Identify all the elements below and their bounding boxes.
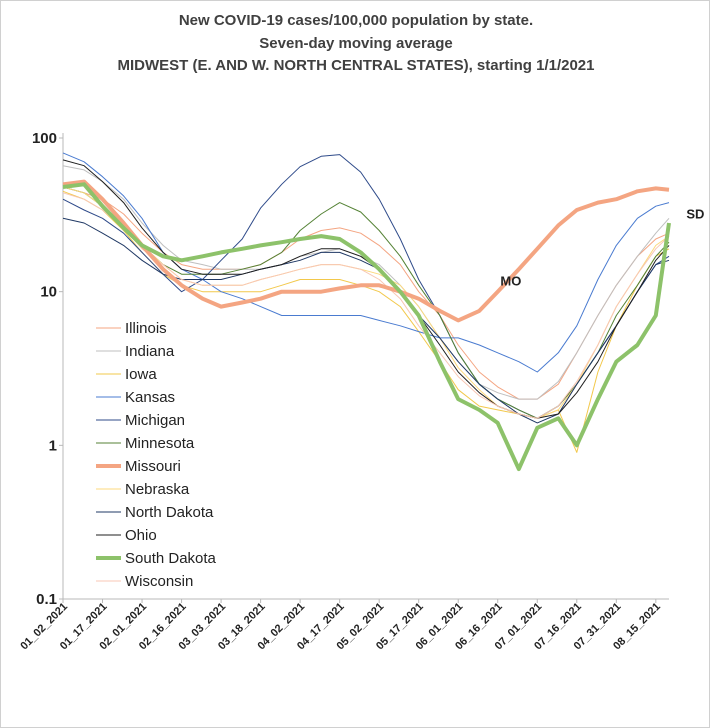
y-tick-label: 100 bbox=[32, 130, 57, 147]
title-line-3: MIDWEST (E. AND W. NORTH CENTRAL STATES)… bbox=[118, 57, 595, 74]
legend-label: Michigan bbox=[125, 412, 185, 429]
title-line-1: New COVID-19 cases/100,000 population by… bbox=[179, 12, 533, 29]
legend-label: Indiana bbox=[125, 343, 175, 360]
series-layer bbox=[62, 152, 671, 472]
legend-label: Missouri bbox=[125, 458, 181, 475]
legend-label: Ohio bbox=[125, 527, 157, 544]
series-line-iowa bbox=[62, 190, 670, 453]
annotation-label: MO bbox=[500, 273, 521, 288]
series-line-north-dakota bbox=[62, 217, 670, 424]
legend-label: Kansas bbox=[125, 389, 175, 406]
legend-label: North Dakota bbox=[125, 504, 214, 521]
legend: Illinois Indiana Iowa Kansas Michigan Minneso… bbox=[96, 320, 217, 590]
series-line-south-dakota bbox=[62, 182, 671, 472]
series-line-wisconsin bbox=[62, 192, 670, 419]
legend-label: Nebraska bbox=[125, 481, 190, 498]
annotation-label: SD bbox=[686, 206, 704, 221]
chart-title: New COVID-19 cases/100,000 population by… bbox=[118, 12, 595, 74]
y-tick-label: 10 bbox=[40, 284, 57, 301]
series-line-missouri bbox=[62, 179, 670, 323]
legend-label: Minnesota bbox=[125, 435, 195, 452]
annotations: MO SD bbox=[500, 206, 704, 288]
series-line-minnesota bbox=[62, 186, 670, 419]
series-line-nebraska bbox=[62, 186, 670, 419]
series-line-indiana bbox=[62, 165, 670, 400]
legend-label: Wisconsin bbox=[125, 573, 193, 590]
y-tick-label: 1 bbox=[49, 437, 57, 454]
title-line-2: Seven-day moving average bbox=[259, 35, 452, 52]
legend-label: Illinois bbox=[125, 320, 167, 337]
legend-label: South Dakota bbox=[125, 550, 217, 567]
y-tick-label: 0.1 bbox=[36, 591, 57, 608]
legend-label: Iowa bbox=[125, 366, 157, 383]
